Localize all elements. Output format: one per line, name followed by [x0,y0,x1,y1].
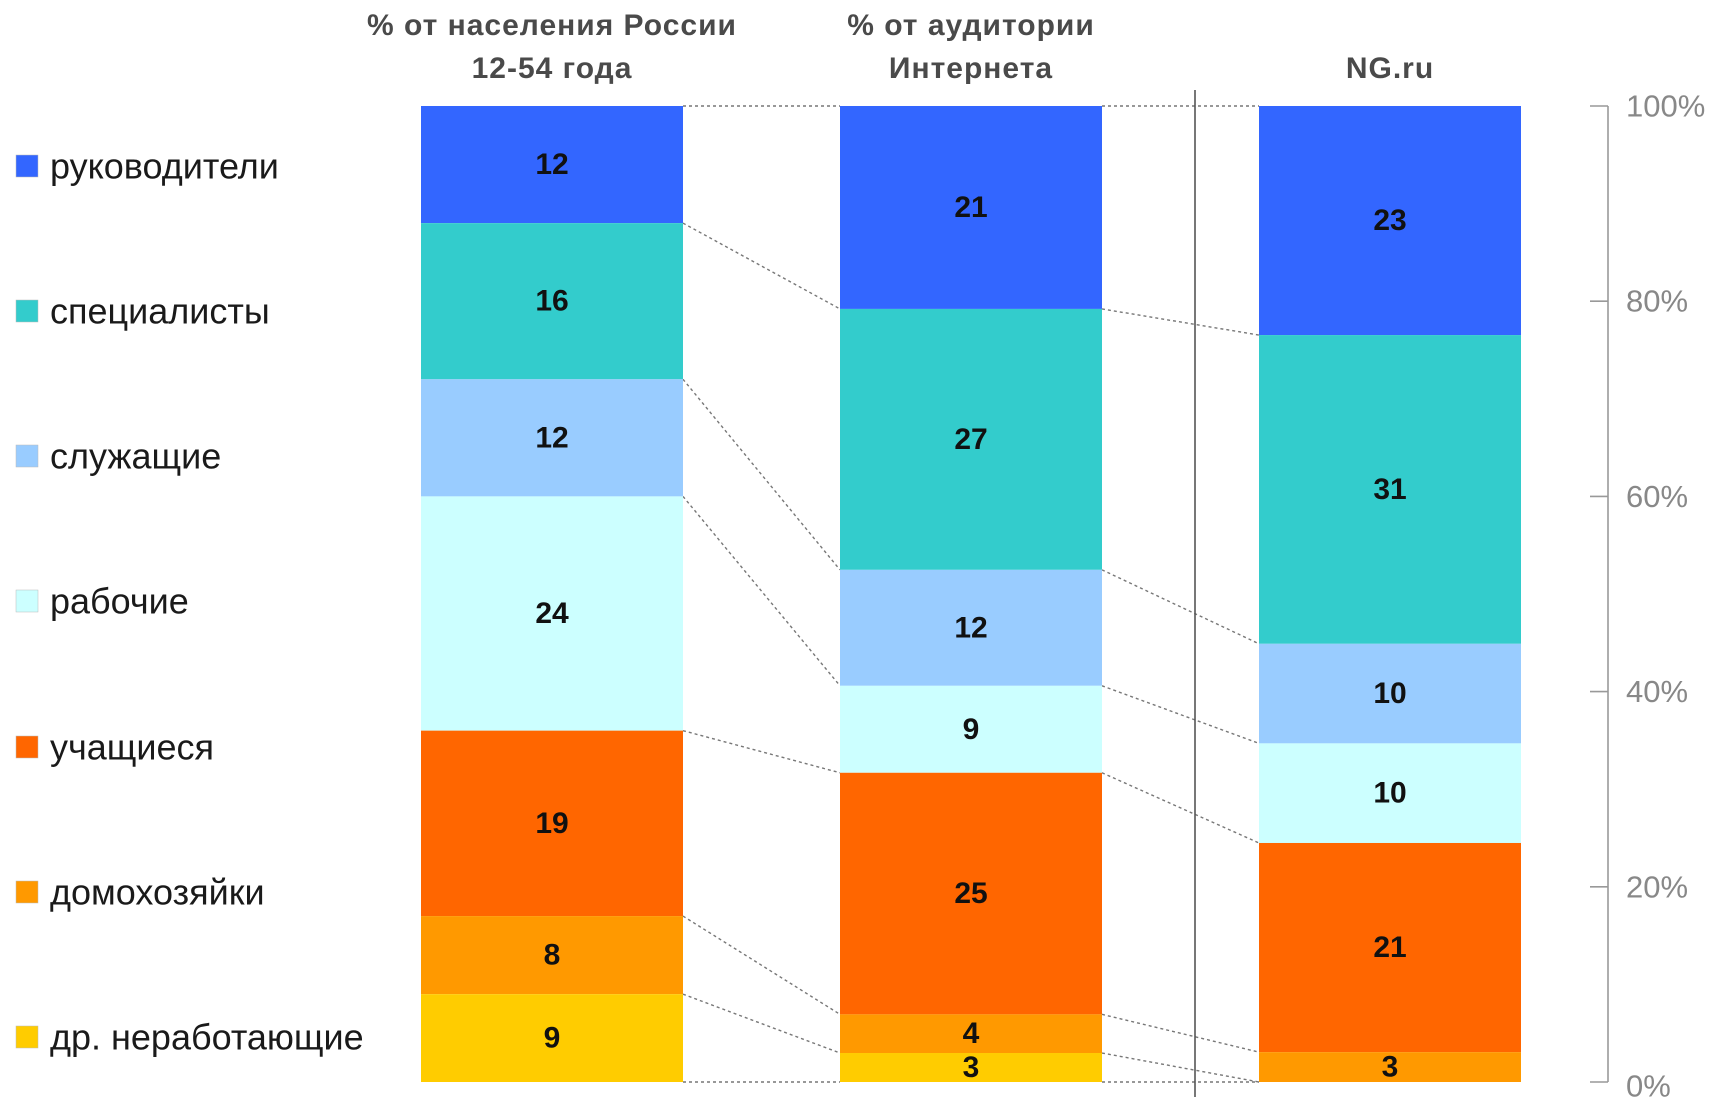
bar-segment [840,772,1102,1015]
legend-label: учащиеся [50,727,214,768]
data-label: 12 [535,421,568,454]
bar-segment [421,730,683,917]
data-label: 10 [1373,677,1406,710]
y-tick-label: 20% [1626,869,1688,904]
bar-segment [421,916,683,995]
y-tick-label: 40% [1626,674,1688,709]
legend-label: руководители [50,146,279,187]
bar-segment [1259,1052,1521,1082]
data-label: 10 [1373,777,1406,810]
bar-segment [421,496,683,731]
legend-swatch [15,299,39,323]
y-axis: 0% 20% 40% 60% 80% 100% [1590,89,1705,1097]
legend-label: др. неработающие [50,1017,364,1058]
category-header: NG.ru [1346,52,1434,85]
connector-line [1101,1013,1260,1053]
y-tick-label: 60% [1626,479,1688,514]
bar-segment [1259,106,1521,336]
legend-swatch [15,154,39,178]
connector-line [1101,1052,1260,1083]
data-label: 4 [963,1017,980,1050]
legend-swatch [15,880,39,904]
connector-line [682,495,841,687]
data-label: 23 [1373,204,1406,237]
category-header: Интернета [889,52,1053,85]
data-label: 21 [954,191,987,224]
legend: руководители специалисты служащие рабочие уч… [15,146,364,1058]
connector-line [682,915,841,1015]
data-label: 27 [954,423,987,456]
data-label: 8 [544,939,561,972]
data-label: 12 [535,148,568,181]
bar-segment [840,106,1102,309]
data-label: 9 [544,1022,561,1055]
connector-line [1101,685,1260,745]
bar-segment [1259,643,1521,744]
category-header: % от населения России [367,9,737,42]
category-header: 12-54 года [472,52,633,85]
bar-segment [421,379,683,497]
bar-segment [1259,743,1521,843]
legend-label: служащие [50,436,221,477]
connector-lines [682,105,1260,1083]
legend-swatch [15,1025,39,1049]
legend-label: рабочие [50,581,189,622]
bar-segment [840,685,1102,773]
bar-segment [840,308,1102,570]
connector-line [682,378,841,571]
data-label: 16 [535,285,568,318]
bar-segment [421,106,683,224]
data-label: 21 [1373,931,1406,964]
connector-line [1101,772,1260,844]
connector-line [1101,308,1260,336]
bar-segment [840,569,1102,686]
bar-segment [1259,842,1521,1053]
bar-segment [1259,335,1521,644]
bar-segment [421,223,683,380]
bar-segment [421,994,683,1082]
connector-line [682,222,841,310]
connector-line [682,729,841,774]
legend-label: специалисты [50,291,270,332]
legend-swatch [15,735,39,759]
connector-line [682,993,841,1054]
legend-label: домохозяйки [50,872,265,913]
data-label: 19 [535,807,568,840]
legend-swatch [15,589,39,613]
y-tick-label: 80% [1626,284,1688,319]
category-header: % от аудитории [847,9,1095,42]
column-headers: % от населения России 12-54 года % от ауди… [367,9,1434,1097]
y-tick-label: 0% [1626,1069,1671,1097]
data-label: 3 [963,1051,980,1084]
data-label: 3 [1382,1051,1399,1084]
bar-segment [840,1053,1102,1082]
data-label: 31 [1373,473,1406,506]
legend-swatch [15,444,39,468]
bar-segment [840,1014,1102,1054]
data-label: 12 [954,611,987,644]
data-label: 24 [535,597,569,630]
y-tick-label: 100% [1626,89,1705,124]
connector-line [1101,569,1260,645]
data-label: 9 [963,713,980,746]
data-label: 25 [954,877,987,910]
